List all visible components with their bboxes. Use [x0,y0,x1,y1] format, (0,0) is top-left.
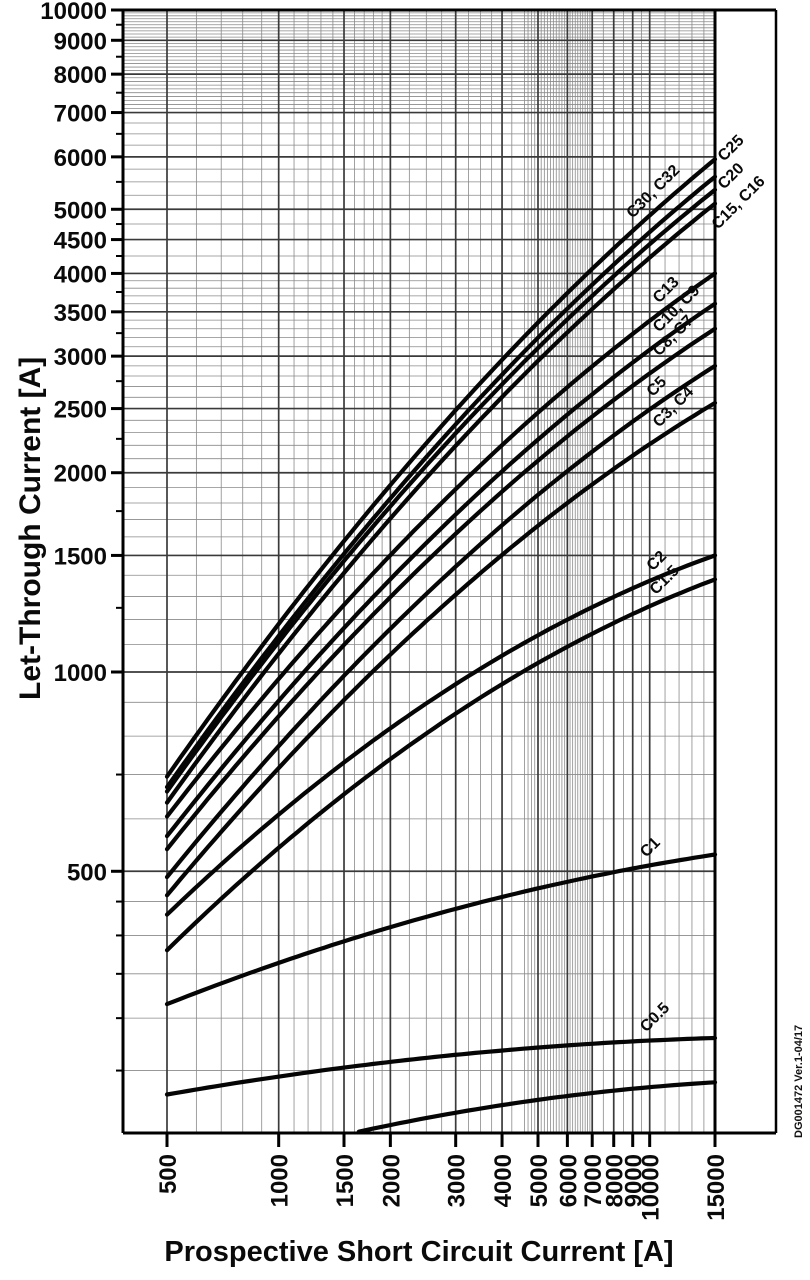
curve-label-c25: C25 [715,132,748,165]
curve-c1-5 [164,577,718,953]
x-tick-label: 7000 [580,1154,607,1207]
x-tick-label: 6000 [555,1154,582,1207]
curve-c8-c7 [164,326,718,852]
x-tick-label: 4000 [490,1154,517,1207]
y-tick-label: 7000 [54,101,107,128]
curve-c2 [164,553,718,917]
y-tick-label: 9000 [54,28,107,55]
y-tick-label: 1500 [54,543,107,570]
curve-c1 [164,852,718,1007]
y-tick-label: 10000 [40,0,107,25]
y-tick-label: 3500 [54,300,107,327]
y-tick-label: 3000 [54,344,107,371]
tick-labels: 1000090008000700060005000450040003500300… [40,0,730,1221]
curve-c13 [164,271,718,819]
x-axis-title: Prospective Short Circuit Current [A] [164,1236,674,1268]
y-tick-label: 2000 [54,461,107,488]
x-tick-label: 9000 [621,1154,648,1207]
x-tick-label: 500 [155,1154,182,1194]
y-tick-label: 6000 [54,145,107,172]
y-tick-label: 8000 [54,62,107,89]
curves [164,157,718,1134]
curve-c15-c16 [164,201,718,805]
curve-label-c0-5: C0.5 [637,1000,673,1036]
x-tick-label: 15000 [703,1154,730,1221]
document-id-watermark: DG001472 Ver.1-04/17 [793,1024,805,1138]
curve-c25 [164,174,718,790]
x-tick-label: 8000 [602,1154,629,1207]
curve-c0-5 [164,1035,718,1097]
frame [121,8,778,1135]
x-tick-label: 1500 [332,1154,359,1207]
x-tick-label: 3000 [444,1154,471,1207]
x-tick-label: 2000 [378,1154,405,1207]
y-axis-title: Let-Through Current [A] [14,356,47,700]
x-tick-label: 10000 [638,1154,665,1221]
curve-c10-c9 [164,301,718,839]
y-tick-label: 5000 [54,197,107,224]
curve-lowest-unlabeled [356,1080,718,1134]
y-tick-label: 500 [67,859,107,886]
curve-c5 [164,363,718,880]
axis-ticks [111,8,717,1147]
y-tick-label: 1000 [54,660,107,687]
curve-c3-c4 [164,400,718,898]
x-tick-label: 1000 [267,1154,294,1207]
y-tick-label: 4500 [54,228,107,255]
y-tick-label: 4000 [54,261,107,288]
curve-c20 [164,187,718,794]
x-tick-label: 5000 [526,1154,553,1207]
y-tick-label: 2500 [54,397,107,424]
curve-c30-c32 [164,157,718,779]
